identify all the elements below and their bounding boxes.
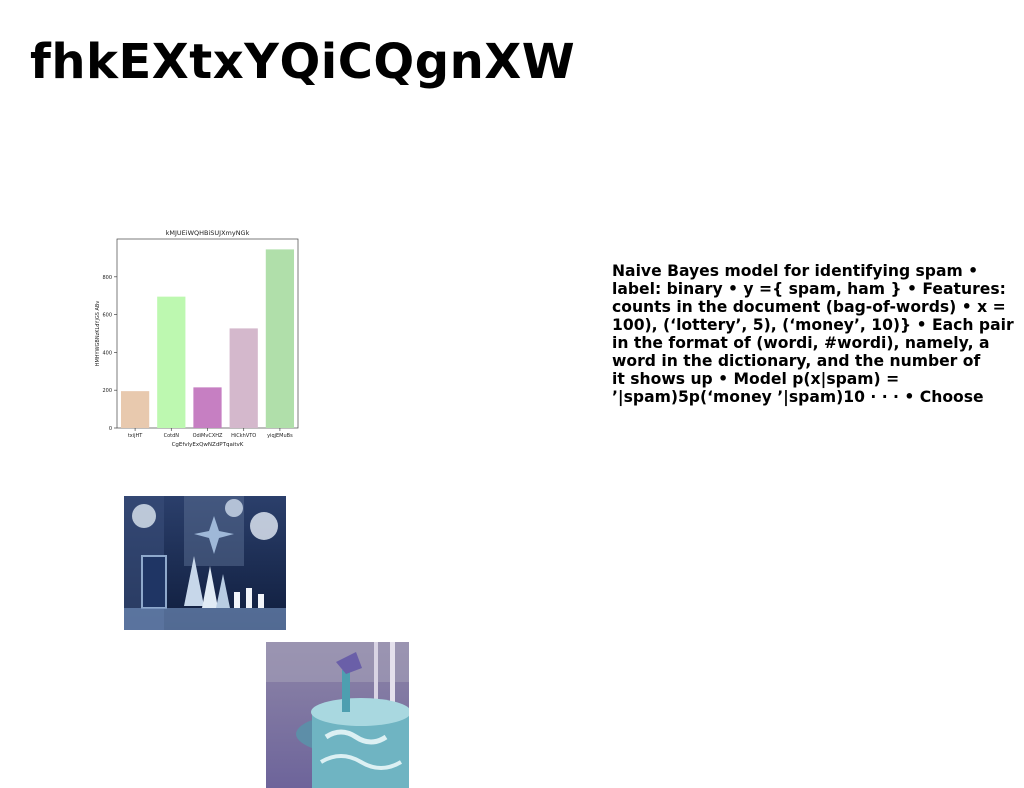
x-tick-label: HiCkhVTO: [231, 433, 256, 439]
y-tick-label: 0: [109, 426, 112, 432]
y-tick-label: 400: [102, 350, 112, 356]
bar: [120, 391, 150, 428]
page-title: fhkEXtxYQiCQgnXW: [30, 34, 576, 90]
x-tick-label: CotdN: [164, 433, 180, 439]
bar: [157, 296, 186, 428]
y-tick-label: 800: [102, 275, 112, 281]
x-tick-label: txijHT: [128, 433, 143, 439]
bar: [193, 387, 222, 428]
x-tick-label: OdiMvCXHZ: [193, 433, 223, 439]
x-tick-label: yiqjEMuBs: [267, 433, 293, 439]
bar-chart: kMJUEiWQHBiSUJXmyNGk 0 200 400 600 800 txijHT C…: [95, 229, 299, 448]
photo-lavender-field: [266, 642, 409, 788]
body-text: Naive Bayes model for identifying spam •…: [612, 262, 1014, 406]
bar: [229, 328, 258, 428]
bar: [265, 249, 295, 428]
photo-winter-display: [124, 496, 286, 630]
chart-title: kMJUEiWQHBiSUJXmyNGk: [166, 229, 250, 237]
y-axis-label: HMHYWGBNzKLdYjGS ABv: [95, 301, 101, 367]
x-axis-label: CgEfvlyExQwNZdPTqaitvK: [172, 442, 244, 448]
y-tick-label: 600: [102, 313, 112, 319]
y-tick-label: 200: [102, 388, 112, 394]
